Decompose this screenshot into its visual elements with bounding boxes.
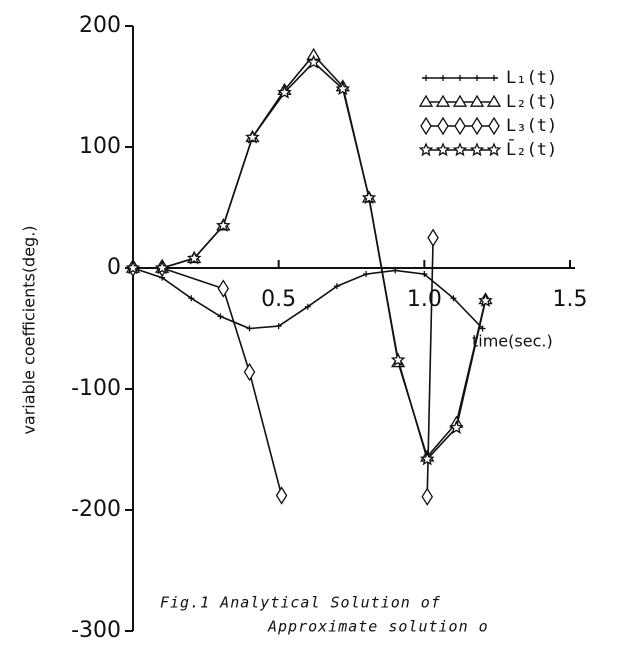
marker [418, 94, 434, 107]
marker [435, 94, 451, 107]
marker [154, 260, 170, 275]
legend-label: L̄₂(t) [506, 138, 557, 160]
marker [125, 260, 141, 275]
marker [420, 116, 432, 136]
marker [421, 271, 428, 278]
marker [440, 75, 446, 81]
marker [449, 420, 464, 435]
x-tick-label: 0.5 [261, 287, 296, 312]
marker [469, 142, 485, 157]
marker [427, 228, 439, 247]
marker [452, 94, 468, 107]
marker [277, 84, 292, 99]
marker [454, 116, 466, 136]
legend-label: L₃(t) [506, 116, 557, 136]
marker [488, 116, 500, 136]
y-tick-label: 0 [107, 255, 121, 280]
y-tick-label: -100 [71, 376, 121, 401]
marker [217, 313, 224, 320]
marker [469, 94, 485, 107]
marker [471, 116, 483, 136]
x-tick-label: 1.0 [407, 287, 442, 312]
marker [246, 325, 253, 332]
marker [245, 129, 260, 144]
marker [215, 217, 231, 232]
annotation: Approximate solution o [267, 618, 489, 636]
marker [392, 267, 399, 274]
marker [275, 323, 282, 330]
marker [186, 250, 202, 265]
marker [479, 325, 486, 332]
marker [275, 486, 288, 505]
marker [474, 75, 480, 81]
marker [450, 295, 457, 302]
marker [304, 303, 311, 310]
marker [435, 142, 451, 157]
marker [217, 279, 230, 298]
marker [390, 352, 406, 367]
marker [457, 75, 463, 81]
y-tick-label: 100 [79, 134, 121, 159]
series-line [133, 237, 434, 497]
y-tick-label: -300 [71, 618, 121, 643]
y-axis-label: variable coefficients(deg.) [20, 225, 39, 434]
marker [421, 487, 434, 506]
marker [437, 116, 449, 136]
marker [188, 295, 195, 302]
marker [486, 94, 502, 107]
legend-label: L₂(t) [506, 92, 557, 112]
x-axis-label: time(sec.) [472, 332, 553, 351]
marker [306, 54, 321, 69]
marker [419, 451, 435, 466]
marker [361, 190, 377, 205]
marker [363, 271, 370, 278]
marker [335, 81, 351, 96]
marker [423, 75, 429, 81]
marker [452, 142, 468, 157]
marker [486, 142, 502, 157]
marker [418, 142, 434, 157]
x-tick-label: 1.5 [553, 287, 588, 312]
y-tick-label: -200 [71, 497, 121, 522]
marker [333, 283, 340, 290]
marker [478, 293, 493, 307]
marker [491, 75, 497, 81]
legend-label: L₁(t) [506, 68, 557, 88]
marker [243, 362, 256, 382]
y-tick-label: 200 [79, 13, 121, 38]
annotation: Fig.1 Analytical Solution of [160, 594, 441, 612]
